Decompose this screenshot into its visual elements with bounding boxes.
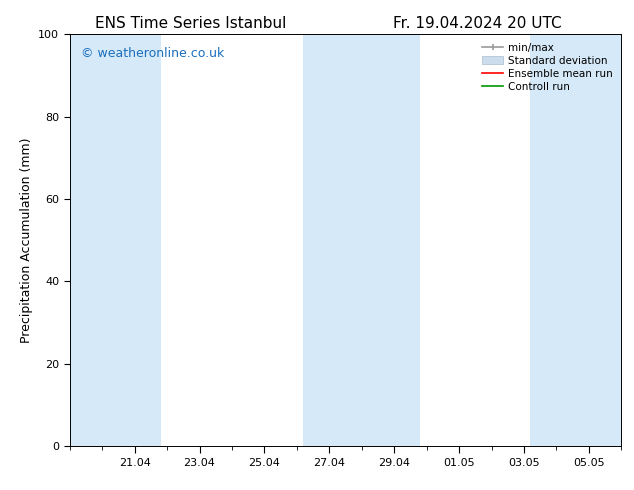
- Text: Fr. 19.04.2024 20 UTC: Fr. 19.04.2024 20 UTC: [393, 16, 562, 31]
- Text: © weatheronline.co.uk: © weatheronline.co.uk: [81, 47, 224, 60]
- Bar: [303, 34, 420, 446]
- Bar: [531, 34, 621, 446]
- Legend: min/max, Standard deviation, Ensemble mean run, Controll run: min/max, Standard deviation, Ensemble me…: [479, 40, 616, 95]
- Y-axis label: Precipitation Accumulation (mm): Precipitation Accumulation (mm): [20, 137, 33, 343]
- Text: ENS Time Series Istanbul: ENS Time Series Istanbul: [95, 16, 287, 31]
- Bar: [70, 34, 160, 446]
